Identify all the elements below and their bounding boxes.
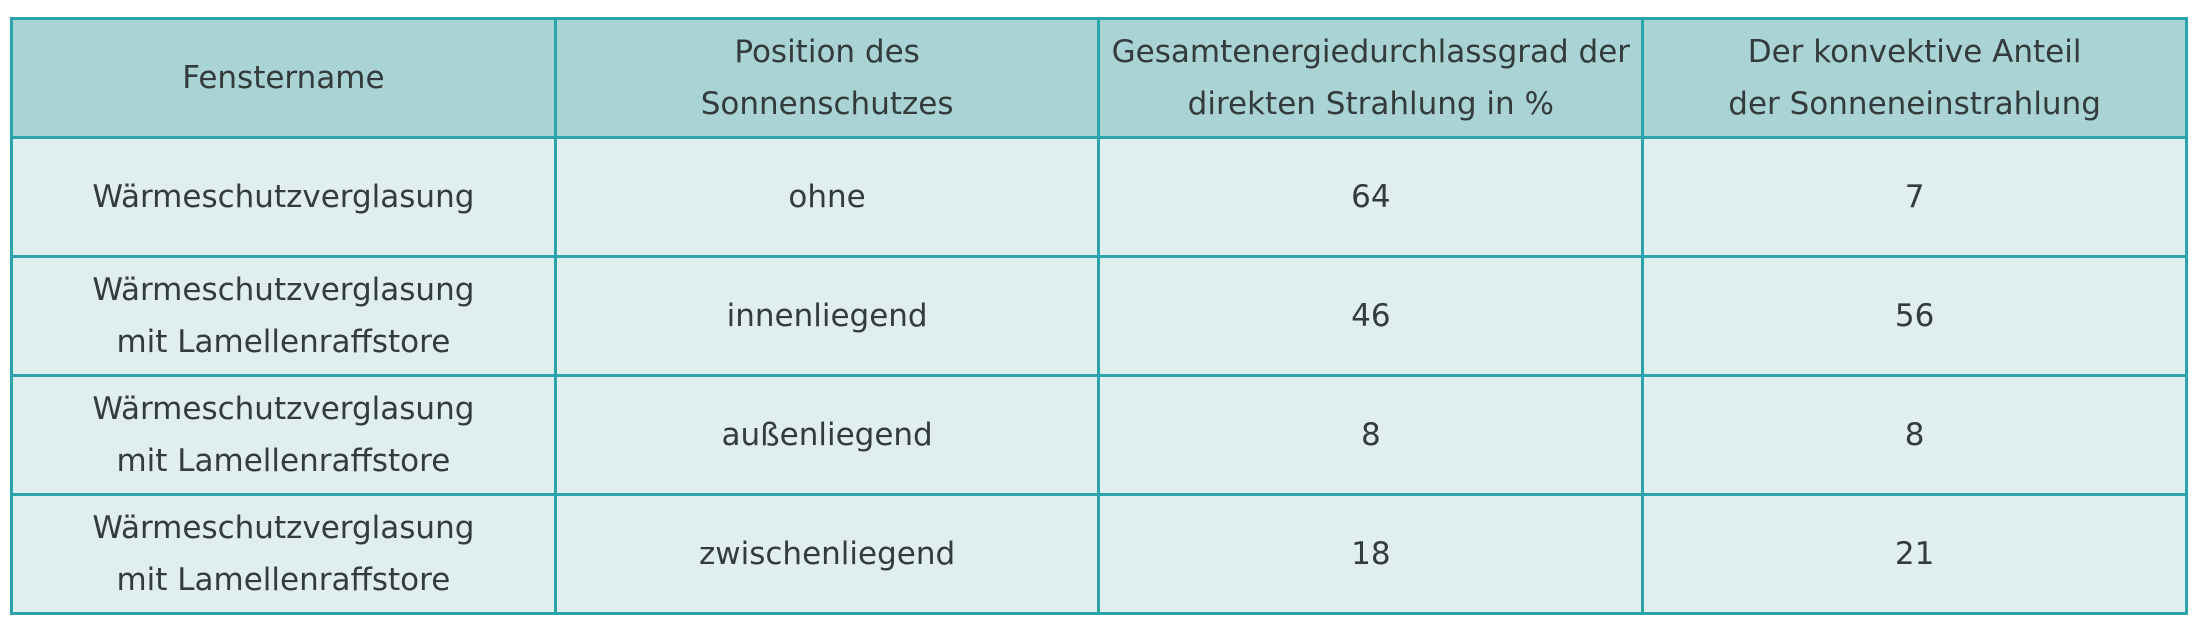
header-convective-line-1: Der konvektive Anteil — [1747, 34, 2082, 70]
header-g-value-line-2: direkten Strahlung in % — [1187, 86, 1554, 122]
cell-name: Wärmeschutzverglasung mit Lamellenraffst… — [10, 374, 557, 496]
header-g-value: Gesamtenergiedurchlassgrad der direkten … — [1097, 17, 1645, 139]
table-row: Wärmeschutzverglasung ohne 64 7 — [10, 136, 2188, 258]
cell-position: ohne — [553, 136, 1101, 258]
cell-name: Wärmeschutzverglasung mit Lamellenraffst… — [10, 255, 557, 377]
cell-name-line-2: mit Lamellenraffstore — [116, 443, 451, 479]
data-table-container: Fenstername Position des Sonnenschutzes … — [10, 17, 2188, 615]
cell-convective: 7 — [1641, 136, 2188, 258]
cell-g-value: 64 — [1097, 136, 1645, 258]
cell-position: zwischenliegend — [553, 493, 1101, 615]
table-row: Wärmeschutzverglasung mit Lamellenraffst… — [10, 493, 2188, 615]
header-convective-line-2: der Sonneneinstrahlung — [1728, 86, 2101, 122]
table-row: Wärmeschutzverglasung mit Lamellenraffst… — [10, 255, 2188, 377]
cell-convective: 56 — [1641, 255, 2188, 377]
cell-name-line-1: Wärmeschutzverglasung — [92, 391, 475, 427]
table-row: Wärmeschutzverglasung mit Lamellenraffst… — [10, 374, 2188, 496]
header-fenstername: Fenstername — [10, 17, 557, 139]
header-convective: Der konvektive Anteil der Sonneneinstrah… — [1641, 17, 2188, 139]
cell-position: außenliegend — [553, 374, 1101, 496]
cell-convective: 8 — [1641, 374, 2188, 496]
header-position: Position des Sonnenschutzes — [553, 17, 1101, 139]
data-table: Fenstername Position des Sonnenschutzes … — [10, 17, 2188, 615]
header-g-value-line-1: Gesamtenergiedurchlassgrad der — [1111, 34, 1631, 70]
cell-name-line-2: mit Lamellenraffstore — [116, 562, 451, 598]
cell-name-line-1: Wärmeschutzverglasung — [92, 510, 475, 546]
header-position-line-2: Sonnenschutzes — [700, 86, 954, 122]
cell-name-line-2: mit Lamellenraffstore — [116, 324, 451, 360]
cell-name: Wärmeschutzverglasung — [10, 136, 557, 258]
cell-convective: 21 — [1641, 493, 2188, 615]
cell-g-value: 46 — [1097, 255, 1645, 377]
table-header-row: Fenstername Position des Sonnenschutzes … — [10, 17, 2188, 139]
cell-g-value: 8 — [1097, 374, 1645, 496]
header-fenstername-line-1: Fenstername — [182, 60, 385, 96]
cell-name-line-1: Wärmeschutzverglasung — [92, 272, 475, 308]
cell-position: innenliegend — [553, 255, 1101, 377]
header-position-line-1: Position des — [734, 34, 920, 70]
cell-name-line-1: Wärmeschutzverglasung — [92, 179, 475, 215]
cell-g-value: 18 — [1097, 493, 1645, 615]
cell-name: Wärmeschutzverglasung mit Lamellenraffst… — [10, 493, 557, 615]
